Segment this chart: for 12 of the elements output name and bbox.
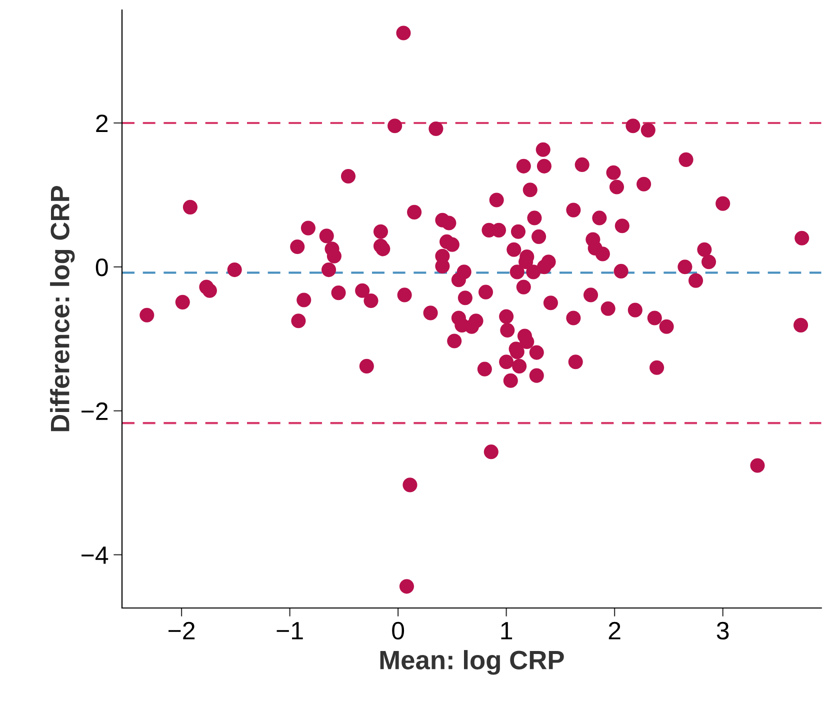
x-axis-title: Mean: log CRP: [380, 650, 564, 675]
y-tick-label: −2: [82, 402, 108, 420]
y-tick-label: 0: [96, 258, 108, 276]
x-tick-label: −2: [168, 622, 195, 640]
x-tick-label: −1: [276, 622, 303, 640]
y-axis-title: Difference: log CRP: [50, 186, 75, 432]
y-tick-label: −4: [82, 546, 108, 564]
x-tick-label: 3: [716, 622, 729, 640]
x-tick-label: 0: [392, 622, 404, 640]
x-tick-label: 1: [501, 622, 512, 640]
y-tick-label: 2: [96, 114, 108, 132]
x-tick-label: 2: [608, 622, 620, 640]
